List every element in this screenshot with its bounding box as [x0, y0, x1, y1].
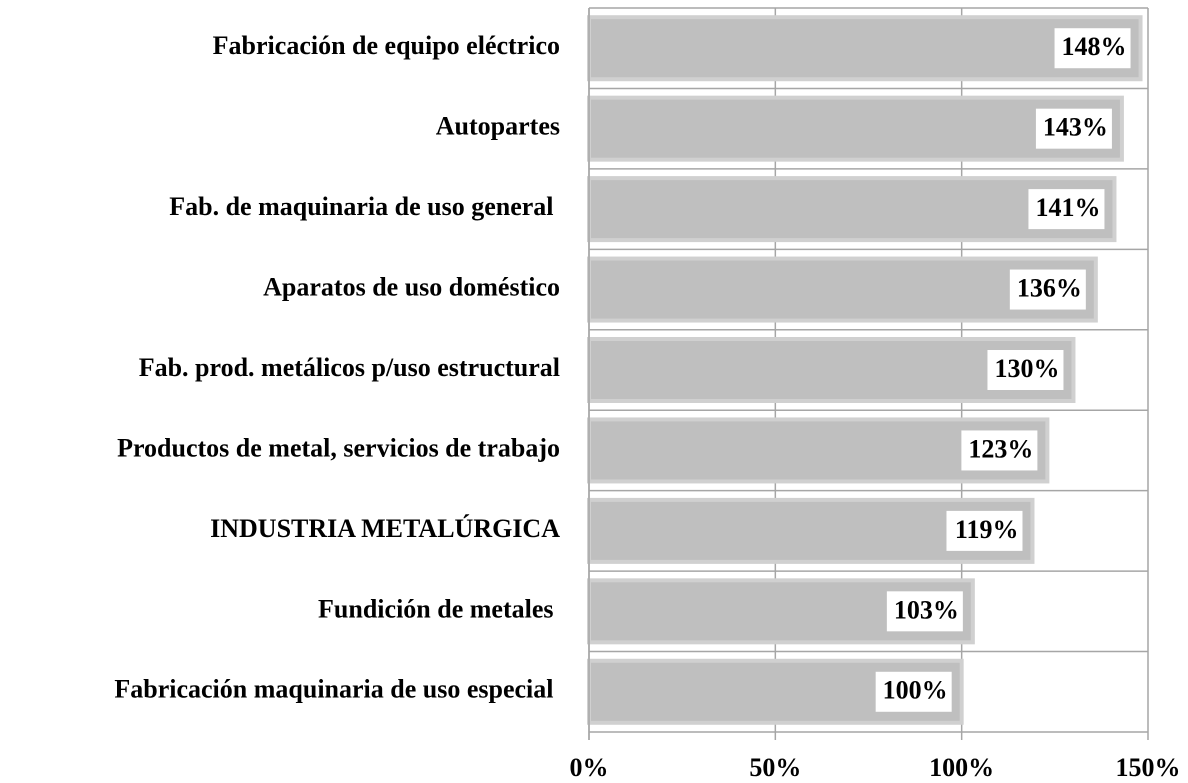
- value-label: 103%: [894, 595, 959, 624]
- value-label: 100%: [883, 676, 948, 705]
- y-tick-label: INDUSTRIA METALÚRGICA: [210, 514, 560, 543]
- value-label-box: [1009, 269, 1086, 310]
- value-label-box: [886, 591, 963, 632]
- y-tick-label: Fabricación maquinaria de uso especial: [114, 675, 560, 704]
- x-tick-label: 50%: [749, 753, 801, 782]
- y-tick-label: Fab. prod. metálicos p/uso estructural: [139, 353, 560, 382]
- value-label: 130%: [994, 354, 1059, 383]
- x-tick-label: 150%: [1116, 753, 1181, 782]
- y-tick-label: Autopartes: [436, 112, 560, 141]
- value-label: 123%: [968, 434, 1033, 463]
- x-tick-label: 0%: [570, 753, 609, 782]
- y-tick-label: Fundición de metales: [318, 594, 560, 623]
- x-tick-label: 100%: [929, 753, 994, 782]
- bar: [587, 176, 1117, 243]
- y-tick-label: Aparatos de uso doméstico: [263, 273, 560, 302]
- value-label-box: [1054, 28, 1131, 69]
- y-tick-label: Fab. de maquinaria de uso general: [169, 192, 560, 221]
- value-label: 141%: [1035, 193, 1100, 222]
- value-label: 148%: [1062, 32, 1127, 61]
- value-label-box: [1035, 108, 1112, 149]
- y-tick-label: Fabricación de equipo eléctrico: [213, 31, 560, 60]
- value-label: 119%: [955, 515, 1019, 544]
- value-label-box: [946, 510, 1023, 551]
- bar: [587, 15, 1143, 82]
- value-label: 136%: [1017, 274, 1082, 303]
- y-tick-label: Productos de metal, servicios de trabajo: [117, 433, 560, 462]
- value-label: 143%: [1043, 113, 1108, 142]
- value-label-box: [875, 671, 952, 712]
- value-label-box: [961, 430, 1038, 471]
- value-label-box: [987, 350, 1064, 390]
- value-label-box: [1028, 189, 1105, 230]
